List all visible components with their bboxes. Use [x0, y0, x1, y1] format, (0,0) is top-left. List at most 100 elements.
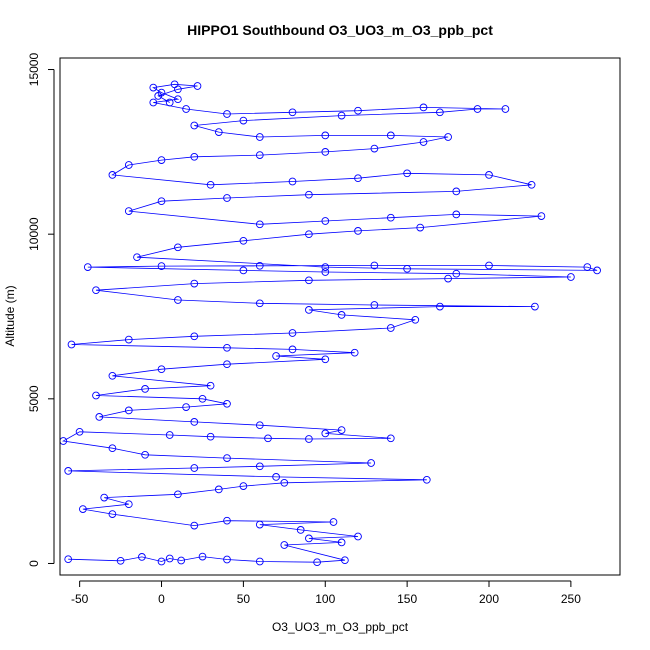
- data-point: [255, 220, 264, 229]
- data-point: [288, 345, 297, 354]
- data-point: [537, 212, 546, 220]
- data-point: [422, 475, 431, 484]
- data-point: [341, 556, 349, 565]
- data-point: [280, 478, 289, 487]
- data-point: [288, 329, 297, 337]
- data-point: [452, 269, 461, 278]
- data-point: [116, 556, 125, 565]
- data-point: [124, 161, 133, 169]
- data-point: [485, 261, 493, 270]
- data-point: [223, 110, 231, 118]
- data-point: [255, 557, 264, 566]
- data-point: [124, 335, 133, 344]
- data-point: [92, 391, 100, 400]
- data-point: [149, 83, 158, 92]
- data-point: [531, 302, 539, 311]
- data-point: [305, 306, 313, 314]
- data-point: [403, 264, 411, 273]
- y-axis: 0 5000 10000 15000: [27, 53, 55, 567]
- data-point: [452, 187, 461, 196]
- data-point: [255, 462, 264, 471]
- data-point: [272, 473, 280, 481]
- data-point: [255, 261, 264, 270]
- data-point: [485, 171, 493, 179]
- data-point: [206, 180, 215, 189]
- data-point: [255, 299, 264, 308]
- data-point: [255, 133, 264, 141]
- y-axis-label: Altitude (m): [3, 285, 17, 346]
- x-tick-label: -50: [71, 592, 89, 606]
- data-point: [255, 151, 264, 159]
- data-point: [206, 432, 215, 441]
- data-point: [337, 538, 346, 547]
- data-point: [567, 273, 575, 281]
- data-point: [354, 227, 362, 235]
- data-point: [174, 95, 182, 104]
- chart-title: HIPPO1 Southbound O3_UO3_m_O3_ppb_pct: [187, 22, 493, 38]
- data-point: [83, 263, 92, 271]
- data-point: [154, 92, 163, 100]
- data-point: [190, 464, 199, 472]
- y-tick-label: 10000: [27, 217, 41, 251]
- data-point: [305, 190, 313, 199]
- data-point: [108, 171, 117, 179]
- data-point: [444, 133, 452, 141]
- data-point: [174, 85, 182, 94]
- data-point: [64, 555, 73, 564]
- x-tick-label: 200: [479, 592, 499, 606]
- data-point: [416, 223, 425, 232]
- data-point: [141, 385, 149, 393]
- plot-frame: [59, 57, 621, 576]
- data-point: [313, 558, 321, 567]
- data-point: [95, 413, 104, 421]
- data-point: [190, 279, 199, 288]
- data-point: [223, 516, 231, 525]
- data-point: [305, 230, 313, 239]
- y-tick-label: 0: [27, 560, 41, 567]
- x-tick-label: 0: [158, 592, 165, 606]
- data-point: [100, 493, 109, 502]
- data-point: [206, 381, 215, 390]
- data-point: [305, 276, 313, 285]
- data-point: [174, 243, 182, 252]
- data-point: [255, 421, 264, 430]
- data-point: [174, 296, 182, 304]
- data-point: [190, 332, 199, 341]
- data-point: [321, 429, 330, 438]
- data-point: [223, 343, 231, 352]
- data-point: [214, 485, 223, 494]
- data-point: [92, 286, 100, 295]
- data-point: [419, 138, 428, 146]
- data-point: [223, 360, 231, 369]
- data-point: [67, 340, 76, 349]
- data-point: [337, 311, 346, 319]
- data-point: [403, 169, 411, 178]
- data-point: [386, 434, 395, 443]
- data-point: [386, 324, 395, 332]
- data-point: [444, 274, 452, 283]
- data-point: [411, 315, 420, 324]
- data-point: [367, 459, 375, 467]
- data-point: [108, 510, 117, 518]
- data-point: [305, 435, 313, 443]
- series-layer: [59, 80, 601, 567]
- data-point: [124, 500, 133, 509]
- data-point: [157, 197, 166, 206]
- data-point: [337, 111, 346, 120]
- data-point: [370, 261, 379, 270]
- data-point: [436, 302, 444, 311]
- y-tick-label: 5000: [27, 385, 41, 412]
- data-point: [501, 105, 510, 113]
- data-point: [214, 128, 223, 136]
- data-point: [177, 556, 186, 565]
- data-point: [288, 108, 297, 117]
- data-point: [75, 427, 84, 436]
- data-point: [157, 262, 166, 270]
- data-point: [264, 434, 272, 443]
- data-point: [165, 98, 174, 107]
- data-point: [329, 518, 338, 526]
- data-point: [354, 174, 362, 183]
- y-tick-label: 15000: [27, 53, 41, 87]
